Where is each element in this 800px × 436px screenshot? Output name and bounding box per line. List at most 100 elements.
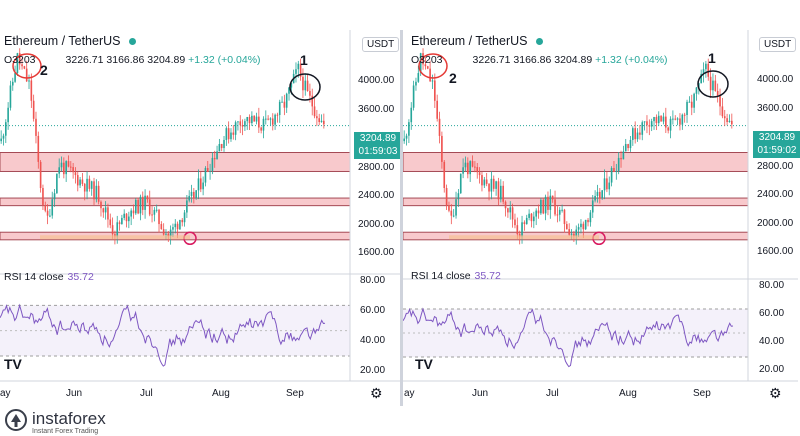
candle-body — [598, 191, 601, 199]
candle-body — [193, 191, 195, 199]
month-label: ay — [404, 388, 415, 399]
candle-body — [723, 116, 726, 119]
candle-body — [488, 183, 490, 192]
candle-body — [264, 118, 267, 120]
rsi-line — [0, 303, 326, 367]
candle-body — [525, 217, 528, 225]
candle-body — [426, 66, 429, 69]
ohlc-values: O3203​3226.71 3166.86 3204.89 +1.32 (+0.… — [4, 54, 261, 66]
candle-body — [542, 199, 545, 214]
price-label: 3600.00 — [358, 104, 395, 115]
candle-body — [709, 76, 712, 91]
candle-body — [664, 116, 667, 128]
candle-body — [285, 93, 288, 108]
candle-body — [662, 116, 665, 122]
candle-body — [674, 118, 677, 120]
candle-body — [474, 166, 476, 168]
candle-body — [107, 207, 109, 220]
candle-body — [60, 162, 63, 168]
candle-body — [431, 80, 434, 82]
candle-body — [646, 121, 648, 126]
candle-body — [216, 151, 218, 160]
candle-body — [276, 114, 279, 116]
ohlc-change: +1.32 (+0.04%) — [595, 54, 668, 66]
chart-panel-left[interactable]: Ethereum / TetherUS O3203​3226.71 3166.8… — [0, 30, 400, 406]
rsi-axis-label: 20.00 — [759, 364, 785, 375]
candle-body — [591, 200, 594, 213]
candle-body — [183, 212, 186, 223]
candle-body — [641, 122, 644, 135]
candle-body — [97, 185, 100, 202]
currency-button[interactable]: USDT — [362, 37, 400, 52]
candle-body — [318, 118, 321, 123]
candle-body — [690, 101, 693, 108]
candle-body — [114, 234, 116, 237]
annotation-circle-2 — [418, 53, 448, 79]
candle-body — [174, 223, 177, 228]
candle-body — [705, 63, 707, 70]
candle-body — [253, 115, 256, 122]
price-label: 2400.00 — [757, 189, 794, 200]
candle-body — [549, 195, 552, 210]
price-chart-left[interactable] — [0, 30, 400, 406]
candle-body — [452, 215, 455, 217]
price-label: 3600.00 — [757, 103, 794, 114]
panel-divider — [400, 30, 403, 406]
candle-body — [239, 121, 242, 126]
candle-body — [258, 116, 260, 128]
candle-body — [248, 117, 251, 124]
candle-body — [695, 87, 698, 94]
candle-body — [155, 209, 158, 211]
candle-body — [11, 81, 14, 86]
candle-body — [83, 183, 86, 192]
price-label: 2400.00 — [358, 190, 395, 201]
chart-panel-right[interactable]: Ethereum / TetherUS O3203 3226.71 3166.86… — [403, 30, 800, 406]
candle-body — [504, 201, 507, 209]
candle-body — [450, 210, 453, 216]
candle-body — [624, 144, 627, 152]
candle-body — [676, 118, 679, 120]
candle-body — [100, 201, 102, 209]
candle-body — [716, 90, 719, 96]
candle-body — [313, 106, 316, 117]
currency-button[interactable]: USDT — [759, 37, 797, 52]
price-chart-right[interactable] — [403, 30, 800, 406]
candle-body — [655, 117, 658, 124]
candle-body — [556, 214, 559, 216]
candle-body — [23, 66, 26, 69]
candle-body — [702, 69, 705, 74]
candle-body — [7, 107, 9, 123]
candle-body — [18, 53, 21, 65]
candle-body — [290, 83, 293, 88]
candle-body — [568, 229, 571, 235]
candle-body — [688, 101, 691, 103]
month-label: ay — [0, 388, 11, 399]
rsi-axis-label: 40.00 — [360, 335, 386, 346]
rsi-value: 35.72 — [67, 271, 94, 283]
candle-body — [589, 212, 592, 223]
candle-body — [584, 219, 587, 230]
candle-body — [144, 195, 146, 210]
candle-body — [499, 185, 502, 200]
candle-body — [30, 80, 33, 101]
candle-body — [283, 101, 286, 108]
settings-gear-icon[interactable]: ⚙ — [370, 385, 383, 401]
candle-body — [469, 161, 472, 175]
month-label: Sep — [693, 388, 711, 399]
candle-body — [232, 132, 235, 135]
candle-body — [455, 199, 457, 216]
last-price-tag: 3204.89 — [354, 132, 400, 146]
low-highlight — [449, 235, 599, 240]
annotation-circle-2 — [12, 53, 42, 79]
candle-body — [49, 215, 51, 217]
rsi-axis-label: 60.00 — [360, 305, 386, 316]
candle-body — [197, 178, 200, 191]
candle-body — [728, 120, 731, 123]
candle-body — [88, 178, 91, 189]
candle-body — [443, 161, 446, 189]
settings-gear-icon[interactable]: ⚙ — [769, 385, 782, 401]
candle-body — [681, 114, 684, 125]
candle-body — [424, 64, 427, 67]
candle-body — [141, 196, 144, 210]
candle-body — [448, 205, 450, 211]
